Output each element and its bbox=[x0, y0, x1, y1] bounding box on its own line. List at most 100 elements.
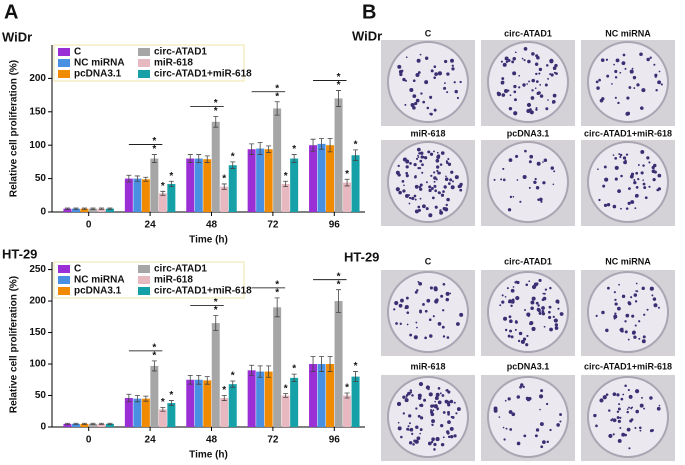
colony bbox=[414, 184, 419, 189]
error-bar bbox=[221, 183, 227, 190]
bar bbox=[158, 409, 167, 427]
colony bbox=[453, 434, 457, 438]
colony bbox=[605, 328, 609, 333]
colony bbox=[614, 156, 618, 160]
colony bbox=[526, 312, 531, 317]
photo-label: NC miRNA bbox=[605, 256, 651, 266]
significance-marker: * bbox=[231, 152, 235, 163]
colony bbox=[433, 442, 437, 447]
colony bbox=[395, 187, 400, 192]
colony bbox=[528, 280, 531, 283]
colony bbox=[435, 437, 440, 442]
bar bbox=[334, 301, 343, 427]
colony bbox=[508, 106, 513, 111]
bar bbox=[80, 423, 89, 427]
colony bbox=[548, 315, 552, 320]
colony bbox=[643, 407, 646, 410]
panel-label: B bbox=[362, 1, 376, 23]
panel-label: A bbox=[4, 1, 18, 23]
plate bbox=[387, 271, 469, 353]
colony bbox=[413, 335, 418, 340]
error-bar bbox=[196, 374, 202, 385]
colony bbox=[629, 69, 634, 74]
colony bbox=[399, 322, 402, 325]
colony bbox=[534, 62, 539, 66]
colony bbox=[635, 185, 639, 189]
colony bbox=[625, 111, 630, 116]
colony bbox=[402, 157, 407, 162]
colony bbox=[536, 186, 539, 189]
colony bbox=[431, 423, 434, 427]
colony bbox=[427, 150, 431, 154]
colony bbox=[434, 400, 436, 403]
colony bbox=[444, 82, 446, 85]
error-bar bbox=[64, 207, 70, 210]
colony bbox=[493, 178, 496, 181]
bar bbox=[220, 186, 229, 212]
colony bbox=[549, 286, 552, 290]
colony bbox=[619, 156, 622, 159]
colony bbox=[502, 167, 505, 170]
colony bbox=[449, 178, 453, 182]
colony bbox=[509, 428, 513, 431]
error-bar bbox=[319, 138, 325, 150]
colony bbox=[613, 291, 616, 294]
colony bbox=[634, 207, 637, 210]
colony bbox=[630, 172, 635, 176]
colony bbox=[511, 412, 516, 417]
colony bbox=[447, 435, 451, 439]
colony bbox=[634, 300, 638, 303]
bar bbox=[309, 364, 318, 427]
error-bar bbox=[310, 138, 316, 152]
colony bbox=[447, 420, 451, 425]
y-tick-label: 250 bbox=[29, 264, 46, 275]
colony bbox=[401, 69, 404, 72]
bar bbox=[141, 398, 150, 427]
colony bbox=[548, 310, 551, 314]
colony bbox=[406, 427, 410, 431]
colony bbox=[404, 307, 407, 309]
photo-label: C bbox=[425, 28, 432, 38]
colony bbox=[433, 448, 436, 451]
colony bbox=[415, 407, 418, 410]
bar bbox=[334, 98, 343, 212]
significance-marker: * bbox=[354, 140, 358, 151]
colony bbox=[412, 106, 416, 110]
colony bbox=[444, 207, 449, 212]
colony bbox=[430, 404, 434, 408]
bar bbox=[247, 149, 256, 212]
colony bbox=[512, 286, 515, 288]
colony bbox=[417, 154, 419, 157]
colony bbox=[610, 418, 613, 422]
colony bbox=[415, 98, 420, 103]
colony bbox=[593, 413, 597, 418]
significance-marker: * bbox=[292, 364, 296, 375]
colony bbox=[452, 180, 454, 183]
colony bbox=[412, 79, 416, 83]
error-bar bbox=[81, 422, 87, 425]
bar bbox=[63, 423, 72, 427]
colony bbox=[612, 418, 617, 423]
colony bbox=[619, 427, 622, 429]
colony bbox=[617, 101, 620, 105]
colony bbox=[507, 58, 511, 62]
colony bbox=[416, 436, 421, 441]
colony bbox=[437, 154, 441, 158]
colony bbox=[638, 337, 641, 340]
colony bbox=[509, 329, 513, 333]
error-bar bbox=[266, 145, 272, 153]
y-tick-label: 50 bbox=[35, 390, 47, 401]
colony bbox=[535, 80, 539, 83]
x-tick-label: 0 bbox=[86, 435, 92, 446]
error-bar bbox=[274, 101, 280, 116]
colony bbox=[625, 153, 629, 156]
x-axis-label: Time (h) bbox=[189, 450, 228, 461]
colony bbox=[657, 173, 662, 178]
colony bbox=[651, 294, 654, 297]
colony bbox=[626, 427, 631, 432]
colony bbox=[451, 415, 455, 419]
bar bbox=[124, 398, 133, 427]
colony bbox=[517, 339, 521, 343]
colony bbox=[612, 204, 617, 209]
